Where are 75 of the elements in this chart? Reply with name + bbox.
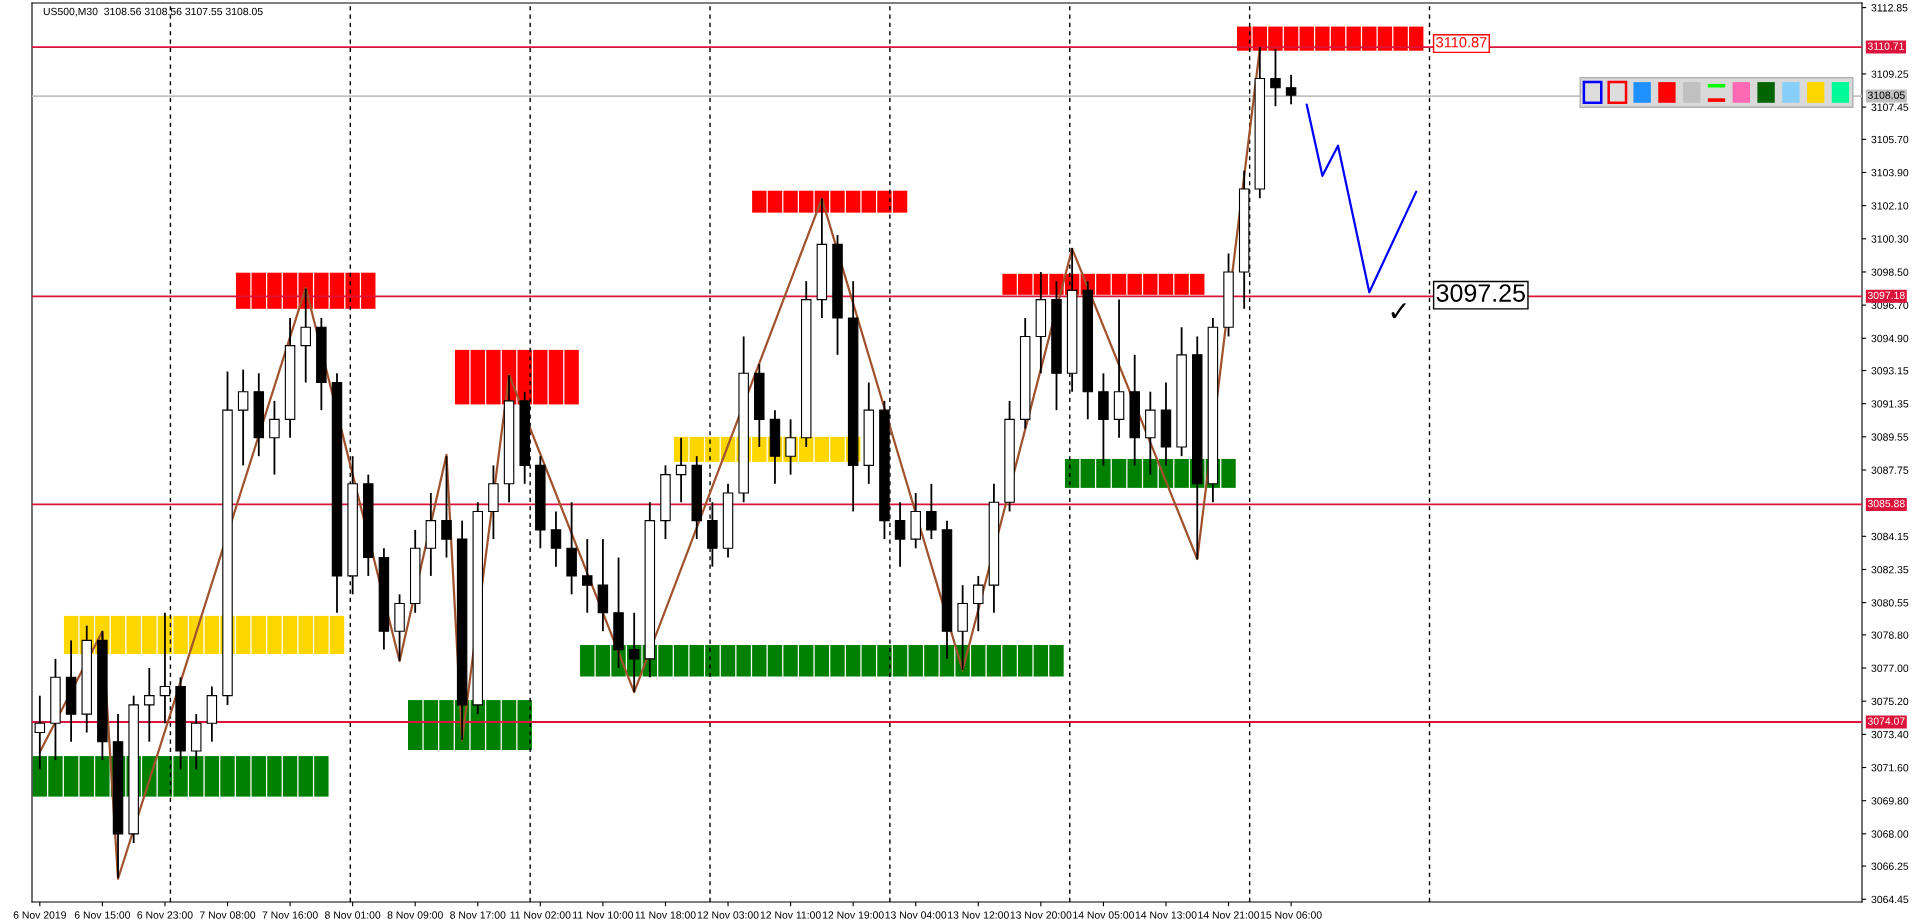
bar bbox=[454, 349, 470, 405]
x-tick-label: 6 Nov 23:00 bbox=[137, 911, 193, 919]
candlestick bbox=[785, 418, 796, 476]
y-tick-label: 3094.90 bbox=[1871, 334, 1909, 343]
x-tick-label: 11 Nov 18:00 bbox=[635, 911, 696, 919]
annotation: 3097.25 bbox=[1436, 284, 1525, 302]
bar bbox=[63, 615, 79, 655]
y-tick-label: 3105.70 bbox=[1871, 135, 1909, 144]
y-tick-label: 3068.00 bbox=[1871, 830, 1909, 838]
ref-line-label: 3074.07 bbox=[1867, 717, 1905, 725]
candlestick bbox=[926, 482, 937, 540]
y-tick-label: 3078.80 bbox=[1871, 631, 1909, 639]
x-tick-label: 13 Nov 12:00 bbox=[948, 911, 1009, 919]
y-tick-label: 3100.30 bbox=[1871, 235, 1909, 243]
candlestick bbox=[237, 368, 249, 467]
y-tick-label: 3080.55 bbox=[1871, 599, 1909, 607]
candlestick bbox=[441, 455, 452, 559]
bar bbox=[408, 700, 423, 751]
y-tick-label: 3082.35 bbox=[1871, 565, 1909, 574]
candlestick bbox=[973, 575, 984, 633]
candlestick bbox=[550, 510, 562, 568]
y-tick-label: 3109.25 bbox=[1871, 70, 1909, 78]
x-tick-label: 6 Nov 15:00 bbox=[74, 911, 131, 919]
y-tick-label: 3102.10 bbox=[1871, 202, 1909, 210]
x-tick-label: 14 Nov 21:00 bbox=[1198, 911, 1260, 919]
candlestick bbox=[582, 538, 593, 614]
ref-line-label: 3085.88 bbox=[1867, 499, 1905, 508]
y-tick-label: 3071.60 bbox=[1871, 764, 1909, 772]
y-tick-label: 3073.40 bbox=[1871, 730, 1909, 739]
x-tick-label: 11 Nov 02:00 bbox=[510, 911, 571, 919]
y-tick-label: 3087.75 bbox=[1871, 466, 1909, 474]
y-tick-label: 3084.15 bbox=[1871, 532, 1909, 541]
x-tick-label: 11 Nov 10:00 bbox=[573, 911, 634, 919]
x-tick-label: 13 Nov 20:00 bbox=[1010, 911, 1072, 919]
line-series bbox=[1305, 103, 1418, 294]
ref-line-label: 3108.05 bbox=[1867, 91, 1905, 99]
y-tick-label: 3096.70 bbox=[1871, 301, 1909, 309]
bar bbox=[1064, 458, 1080, 488]
candlestick bbox=[269, 400, 280, 476]
candlestick bbox=[894, 501, 906, 568]
x-tick-label: 13 Nov 04:00 bbox=[885, 911, 947, 919]
x-tick-label: 14 Nov 13:00 bbox=[1135, 911, 1197, 919]
y-tick-label: 3112.85 bbox=[1871, 4, 1908, 12]
x-tick-label: 7 Nov 16:00 bbox=[262, 911, 318, 919]
x-tick-label: 8 Nov 17:00 bbox=[450, 911, 506, 919]
annotation: ✓ bbox=[1391, 303, 1406, 319]
candlestick bbox=[1285, 73, 1297, 106]
y-tick-label: 3091.35 bbox=[1871, 400, 1909, 408]
y-tick-label: 3089.55 bbox=[1871, 433, 1909, 441]
y-tick-label: 3077.00 bbox=[1871, 664, 1909, 672]
x-tick-label: 15 Nov 06:00 bbox=[1260, 911, 1322, 919]
bar bbox=[580, 645, 595, 677]
x-tick-label: 7 Nov 08:00 bbox=[199, 911, 256, 919]
y-tick-label: 3075.20 bbox=[1871, 697, 1909, 706]
annotation: 3110.87 bbox=[1436, 37, 1487, 48]
chart-title: US500,M30 3108.56 3108.56 3107.55 3108.05 bbox=[43, 7, 263, 17]
y-tick-label: 3069.80 bbox=[1871, 797, 1909, 805]
x-tick-label: 12 Nov 03:00 bbox=[697, 911, 759, 919]
x-tick-label: 8 Nov 09:00 bbox=[387, 911, 443, 919]
x-tick-label: 6 Nov 2019 bbox=[13, 911, 66, 919]
y-tick-label: 3107.45 bbox=[1871, 103, 1909, 111]
x-tick-label: 12 Nov 19:00 bbox=[822, 911, 884, 919]
x-tick-label: 14 Nov 05:00 bbox=[1073, 911, 1134, 919]
y-tick-label: 3093.15 bbox=[1871, 367, 1909, 375]
ref-line-label: 3110.71 bbox=[1867, 42, 1904, 50]
x-tick-label: 8 Nov 01:00 bbox=[325, 911, 381, 919]
ref-line-label: 3097.18 bbox=[1867, 291, 1905, 300]
y-tick-label: 3098.50 bbox=[1871, 268, 1909, 276]
y-tick-label: 3064.45 bbox=[1871, 895, 1909, 904]
y-tick-label: 3103.90 bbox=[1871, 168, 1909, 177]
bar bbox=[235, 272, 251, 309]
y-tick-label: 3066.25 bbox=[1871, 862, 1909, 870]
candlestick bbox=[144, 667, 155, 743]
x-tick-label: 12 Nov 11:00 bbox=[760, 911, 821, 919]
candlestick bbox=[628, 611, 640, 693]
